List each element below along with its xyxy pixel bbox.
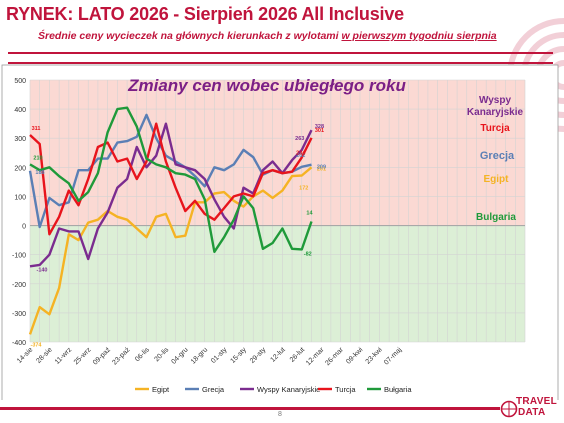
data-label-grecja: 188 — [35, 170, 44, 176]
data-label-wyspy: -140 — [36, 267, 47, 273]
data-label-egipt: -374 — [30, 342, 42, 348]
legend-label-egipt: Egipt — [152, 385, 170, 394]
slide-title: RYNEK: LATO 2026 - Sierpień 2026 All Inc… — [6, 4, 404, 24]
y-tick-label: -100 — [12, 253, 26, 260]
data-label-turcja: 311 — [32, 126, 41, 132]
y-tick-label: 100 — [14, 194, 26, 201]
series-end-label-wyspy: Wyspy — [479, 95, 511, 106]
y-tick-label: 400 — [14, 107, 26, 114]
chart-top-divider — [8, 62, 553, 64]
legend-label-wyspy: Wyspy Kanaryjskie — [257, 385, 320, 394]
y-tick-label: -300 — [12, 311, 26, 318]
data-label-bulgaria: 14 — [306, 210, 313, 216]
subtitle-text: Średnie ceny wycieczek na głównych kieru… — [38, 30, 342, 42]
series-end-label-turcja: Turcja — [480, 123, 510, 134]
data-label-bulgaria: 210 — [33, 155, 42, 161]
slide-subtitle: Średnie ceny wycieczek na głównych kieru… — [38, 30, 497, 42]
data-label-grecja: 202 — [296, 153, 305, 159]
series-end-label-wyspy: Kanaryjskie — [467, 107, 524, 118]
data-label-grecja: 209 — [317, 165, 326, 171]
series-line-turcja — [29, 122, 313, 236]
legend-label-grecja: Grecja — [202, 385, 225, 394]
y-tick-label: 0 — [22, 224, 26, 231]
series-end-label-grecja: Grecja — [480, 150, 515, 162]
data-label-turcja: 301 — [315, 128, 324, 134]
chart-title: Zmiany cen wobec ubiegłego roku — [127, 76, 406, 95]
legend-label-bulgaria: Bułgaria — [384, 385, 412, 394]
series-end-label-egipt: Egipt — [484, 174, 510, 185]
data-label-wyspy: 263 — [295, 136, 304, 142]
positive-zone — [30, 80, 525, 226]
logo-globe-icon — [500, 400, 518, 418]
page-number: 8 — [278, 411, 282, 418]
data-label-egipt: 172 — [299, 185, 308, 191]
travel-data-logo: TRAVEL DATA — [500, 395, 562, 421]
series-line-egipt — [28, 166, 313, 335]
series-end-label-bulgaria: Bulgaria — [476, 212, 516, 223]
data-label-turcja: 234 — [296, 150, 306, 156]
y-tick-label: -400 — [12, 340, 26, 347]
legend-label-turcja: Turcja — [335, 385, 356, 394]
y-tick-label: 200 — [14, 165, 26, 172]
footer-bar — [0, 407, 500, 410]
subtitle-underlined: w pierwszym tygodniu sierpnia — [341, 30, 497, 42]
logo-line1: TRAVEL — [516, 396, 558, 407]
data-label-wyspy: 328 — [315, 124, 324, 130]
y-tick-label: 500 — [14, 78, 26, 85]
header-divider — [8, 52, 553, 54]
y-tick-label: -200 — [12, 282, 26, 289]
logo-line2: DATA — [518, 407, 546, 418]
series-line-bulgaria — [29, 106, 313, 254]
data-label-egipt: 201 — [317, 166, 326, 172]
y-tick-label: 300 — [14, 136, 26, 143]
series-line-wyspy — [29, 122, 313, 268]
data-label-bulgaria: -82 — [304, 251, 312, 257]
